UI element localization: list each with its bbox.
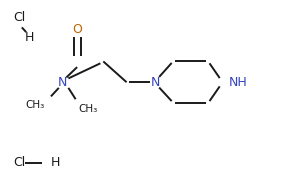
- Text: H: H: [25, 31, 34, 44]
- Text: N: N: [151, 76, 160, 89]
- Text: NH: NH: [228, 76, 247, 89]
- Text: H: H: [51, 156, 60, 169]
- Text: N: N: [58, 76, 67, 89]
- Text: Cl: Cl: [13, 11, 25, 23]
- Text: CH₃: CH₃: [26, 100, 45, 110]
- Text: O: O: [72, 23, 82, 36]
- Text: Cl: Cl: [13, 156, 25, 169]
- Text: CH₃: CH₃: [79, 104, 98, 114]
